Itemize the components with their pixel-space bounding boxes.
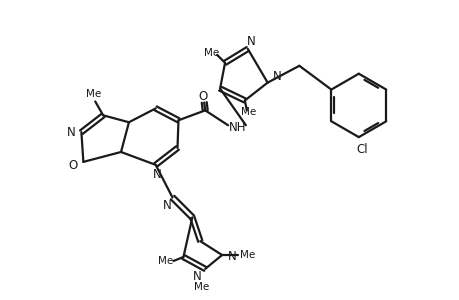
Text: Me: Me <box>241 107 256 117</box>
Text: Cl: Cl <box>355 142 367 155</box>
Text: Me: Me <box>240 250 255 260</box>
Text: N: N <box>273 70 281 83</box>
Text: N: N <box>246 34 255 47</box>
Text: N: N <box>192 270 201 283</box>
Text: Me: Me <box>203 48 218 58</box>
Text: Me: Me <box>85 88 101 98</box>
Text: O: O <box>198 90 207 103</box>
Text: N: N <box>153 168 162 181</box>
Text: Me: Me <box>193 282 208 292</box>
Text: O: O <box>69 159 78 172</box>
Text: Me: Me <box>157 256 173 266</box>
Text: N: N <box>227 250 236 263</box>
Text: N: N <box>67 126 76 139</box>
Text: NH: NH <box>229 121 246 134</box>
Text: N: N <box>163 199 172 212</box>
